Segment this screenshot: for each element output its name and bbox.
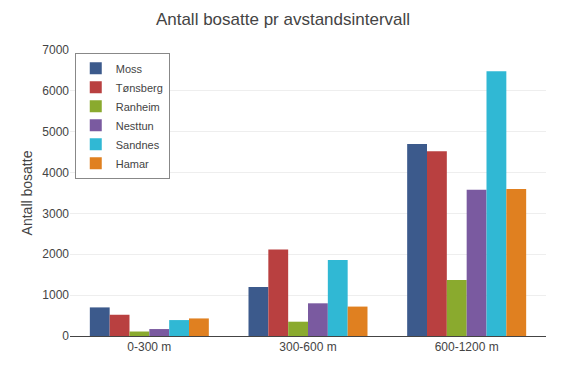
svg-text:300-600 m: 300-600 m <box>279 340 336 354</box>
svg-text:0-300 m: 0-300 m <box>127 340 171 354</box>
svg-text:1000: 1000 <box>42 288 69 302</box>
svg-text:600-1200 m: 600-1200 m <box>435 340 499 354</box>
svg-text:Hamar: Hamar <box>116 158 149 170</box>
svg-text:Moss: Moss <box>116 63 143 75</box>
svg-text:Ranheim: Ranheim <box>116 101 160 113</box>
svg-text:Nesttun: Nesttun <box>116 120 154 132</box>
svg-text:Antall bosatte: Antall bosatte <box>19 150 35 235</box>
svg-text:Antall bosatte pr avstandsinte: Antall bosatte pr avstandsintervall <box>156 10 410 29</box>
svg-text:3000: 3000 <box>42 207 69 221</box>
svg-text:2000: 2000 <box>42 247 69 261</box>
svg-text:5000: 5000 <box>42 125 69 139</box>
svg-text:Sandnes: Sandnes <box>116 139 160 151</box>
svg-text:4000: 4000 <box>42 166 69 180</box>
svg-text:6000: 6000 <box>42 84 69 98</box>
svg-text:Tønsberg: Tønsberg <box>116 82 163 94</box>
svg-text:0: 0 <box>62 329 69 343</box>
svg-text:7000: 7000 <box>42 43 69 57</box>
